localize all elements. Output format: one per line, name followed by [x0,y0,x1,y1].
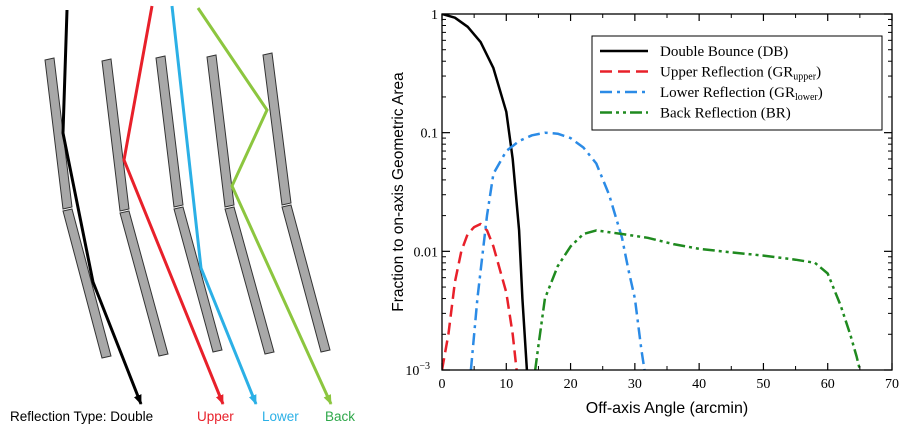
mirror-shells [44,52,331,359]
ticks-layer: 0 10 20 30 40 50 60 70 1 0.1 0.01 10−3 [405,8,899,392]
rays [61,5,333,405]
series-line-1 [442,222,518,370]
y-axis-label: Fraction to on-axis Geometric Area [390,72,407,312]
caption-double: Reflection Type: Double [10,409,153,424]
x-tick-label: 0 [439,377,446,392]
legend-items: Double Bounce (DB) Upper Reflection (GRup… [600,44,823,122]
area-fraction-chart: 0 10 20 30 40 50 60 70 1 0.1 0.01 10−3 Off-axis Ang… [390,8,899,417]
mirror-lower-1 [62,208,112,359]
x-tick-label: 10 [499,377,513,392]
legend-label-3: Back Reflection (BR) [660,106,791,122]
x-tick-label: 20 [564,377,578,392]
series-line-0 [442,14,529,370]
mirror-lower-4 [224,206,275,355]
mirror-lower-5 [281,204,331,353]
x-tick-label: 50 [756,377,770,392]
ray-lower [170,5,258,405]
x-tick-label: 30 [628,377,642,392]
caption-back: Back [325,409,355,424]
x-tick-label: 60 [821,377,835,392]
mirror-upper-5 [262,52,292,206]
y-tick-label: 0.01 [414,245,439,260]
legend: Double Bounce (DB) Upper Reflection (GRup… [591,35,883,131]
x-tick-label: 70 [885,377,899,392]
y-tick-label: 0.1 [421,127,439,142]
legend-label-2: Lower Reflection (GRlower) [660,85,823,103]
mirror-upper-3 [155,55,184,208]
caption-upper: Upper [197,409,234,424]
mirror-upper-2 [101,58,130,212]
x-tick-label: 40 [692,377,706,392]
series-layer [442,14,862,370]
mirror-lower-3 [173,206,223,353]
ray-double [61,9,143,405]
reflection-diagram: Reflection Type: Double Upper Lower Back [10,5,355,424]
mirror-upper-1 [44,57,73,210]
x-axis-label: Off-axis Angle (arcmin) [586,400,748,417]
ray-upper [122,5,225,405]
y-tick-label: 1 [431,8,438,23]
mirror-upper-4 [206,54,235,208]
mirror-lower-2 [119,210,169,357]
series-line-2 [469,131,646,370]
y-tick-label: 10−3 [405,361,430,379]
legend-label-1: Upper Reflection (GRupper) [660,65,821,83]
caption-lower: Lower [262,409,299,424]
series-line-3 [533,229,862,370]
legend-label-0: Double Bounce (DB) [660,44,788,60]
ray-back [196,7,333,405]
